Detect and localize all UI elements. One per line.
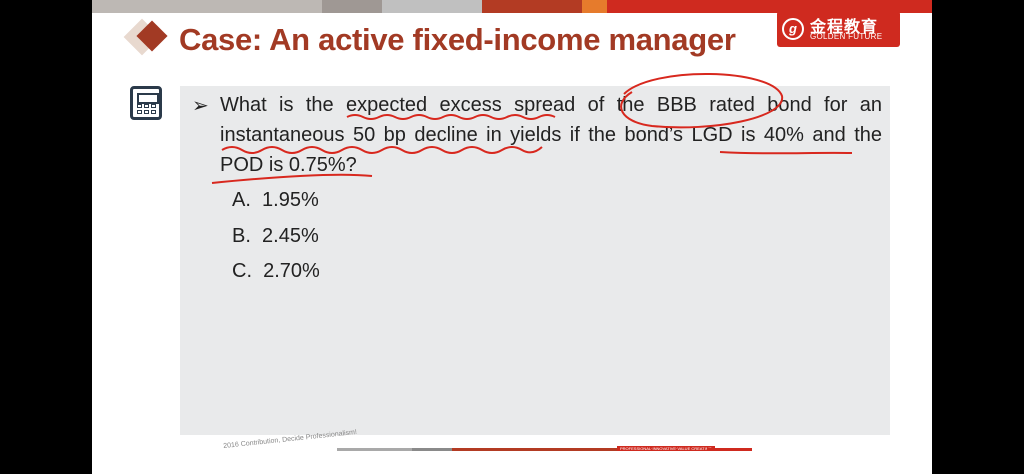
underline-pod: [211, 173, 373, 184]
calculator-icon: [130, 86, 162, 120]
option-c: C. 2.70%: [232, 260, 320, 283]
logo-chinese-text: 金程教育: [810, 19, 879, 36]
option-value: 1.95%: [262, 189, 319, 211]
option-value: 2.70%: [263, 260, 320, 282]
footer-bar: [452, 448, 617, 451]
question-line: instantaneous 50 bp decline in yields if…: [220, 124, 882, 146]
underline-lgd-40: [719, 151, 853, 155]
brand-logo: g 金程教育 GOLDEN FUTURE: [777, 11, 900, 47]
content-panel: [180, 86, 890, 435]
wavy-underline-instantaneous-decline: [221, 146, 543, 154]
option-value: 2.45%: [262, 225, 319, 247]
arrow-bullet-icon: ➢: [192, 95, 209, 117]
option-label: B.: [232, 225, 251, 247]
logo-mark-icon: g: [782, 18, 804, 40]
slide-title: Case: An active fixed-income manager: [179, 22, 736, 57]
option-label: A.: [232, 189, 251, 211]
wavy-underline-expected-excess-spread: [346, 114, 556, 120]
question-line: POD is 0.75%?: [220, 154, 357, 176]
top-color-bar: [92, 0, 932, 13]
footer-bar: [337, 448, 412, 451]
slide: Case: An active fixed-income manager g 金…: [92, 0, 932, 474]
option-b: B. 2.45%: [232, 225, 319, 248]
option-a: A. 1.95%: [232, 189, 319, 212]
question-line: What is the expected excess spread of th…: [220, 94, 882, 116]
footer-bar: [707, 448, 752, 451]
circle-bbb-rated: [620, 73, 784, 129]
logo-english-text: GOLDEN FUTURE: [810, 32, 883, 41]
option-label: C.: [232, 260, 252, 282]
footer-bar: [412, 448, 452, 451]
footer-tag: PROFESSIONAL·INNOVATIVE·VALUE CREATING: [617, 446, 715, 451]
pen-annotations: [211, 73, 853, 184]
question-text: What is the expected excess spread of th…: [220, 90, 882, 180]
